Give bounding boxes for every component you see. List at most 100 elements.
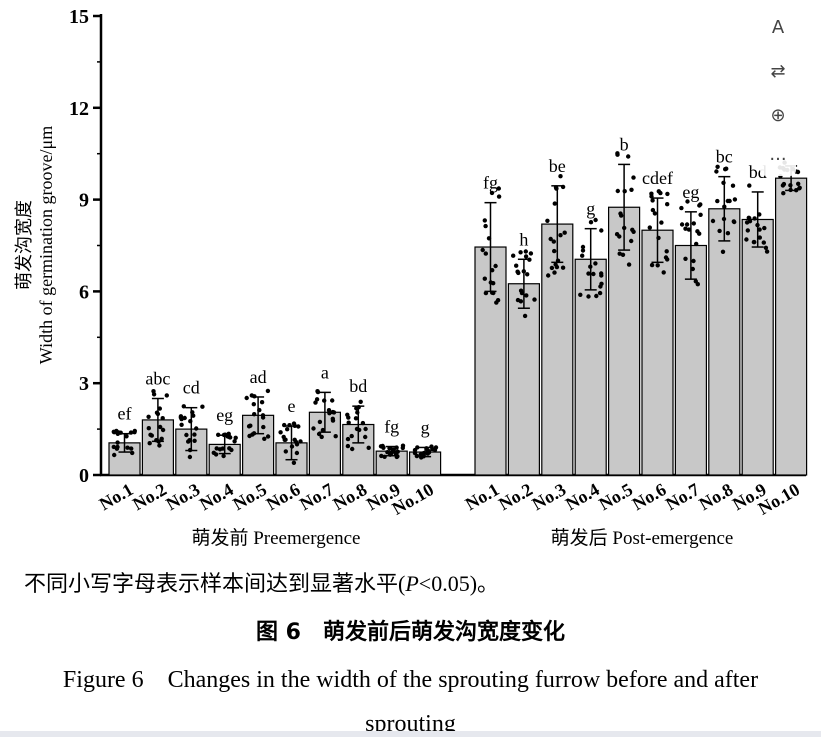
text-style-icon[interactable]: A [760,10,796,44]
data-point [690,266,695,272]
data-point [483,251,488,256]
data-point [320,427,326,433]
data-point [125,445,130,450]
data-point [697,203,702,208]
data-point [695,282,700,287]
significance-label: fg [384,417,399,437]
data-point [291,421,297,426]
data-point [496,186,501,191]
zoom-in-icon[interactable]: ⊕ [760,98,796,132]
data-point [665,191,670,197]
data-point [259,400,265,405]
data-point [360,420,366,426]
data-point [683,256,688,261]
data-point [518,250,523,255]
data-point [649,191,654,196]
data-point [752,216,757,221]
data-point [659,220,664,225]
data-point [227,446,232,451]
data-point [649,262,655,268]
data-point [664,249,669,254]
data-point [151,392,157,397]
y-axis-label: 萌发沟宽度 Width of germination groove/μm [14,126,56,364]
data-point [511,253,516,258]
data-point [160,416,165,421]
data-point [524,293,529,298]
data-point [629,187,634,192]
data-point [482,276,487,281]
data-point [761,240,766,245]
data-point [366,445,371,450]
group-label: 萌发前 Preemergence [191,527,360,549]
bar [708,208,741,476]
data-point [591,271,596,277]
figure-title-cn: 图 6 萌发前后萌发沟宽度变化 [256,620,565,645]
data-point [333,434,338,439]
data-point [380,443,385,449]
data-point [650,198,655,203]
data-point [314,397,320,402]
significance-label: bc [716,147,733,167]
data-point [745,228,750,233]
data-point [684,222,690,227]
data-point [179,422,184,427]
translate-icon[interactable]: ⇄ [760,54,796,88]
data-point [695,229,700,234]
data-point [679,205,684,211]
data-point [146,414,151,419]
note-before: 不同小写字母表示样本间达到显著水平( [24,571,406,596]
data-point [129,446,134,451]
data-point [631,229,636,234]
significance-label: ad [250,367,267,387]
y-axis-label-line: 萌发沟宽度 [14,200,34,290]
data-point [655,263,660,268]
data-point [317,419,323,425]
data-point [265,434,271,439]
data-point [164,393,169,398]
data-point [265,388,271,394]
data-point [580,248,586,253]
y-tick-label: 0 [79,465,89,487]
data-point [514,263,519,268]
data-point [425,451,430,456]
data-point [715,164,720,169]
data-point [491,281,496,286]
bar [641,229,674,476]
data-point [112,452,117,458]
data-point [764,249,770,254]
y-tick-label: 15 [69,6,89,28]
data-point [551,239,556,244]
data-point [282,422,287,428]
significance-note: 不同小写字母表示样本间达到显著水平(P<0.05)。 [24,566,499,598]
data-point [391,447,396,452]
data-point [278,430,283,435]
data-point [549,265,555,271]
data-point [679,222,685,227]
data-point [552,270,557,275]
significance-label: a [321,362,329,382]
data-point [191,413,196,418]
data-point [132,428,137,434]
data-point [558,174,563,179]
data-point [363,434,368,440]
data-point [291,460,297,465]
group-label: 萌发后 Post-emergence [551,527,734,549]
significance-label: eg [216,405,233,425]
data-point [412,450,418,456]
data-point [282,437,287,442]
y-tick-label: 9 [79,190,89,212]
more-options-icon[interactable]: ··· [760,142,796,176]
data-point [757,227,762,232]
bar [741,218,774,476]
y-tick-label: 6 [79,281,89,303]
data-point [114,446,120,451]
data-point [159,436,164,441]
data-point [496,194,502,199]
significance-label: g [421,417,430,437]
data-point [593,261,598,266]
data-point [349,433,354,439]
data-point [691,258,696,264]
data-point [715,198,720,204]
significance-label: b [620,134,629,154]
significance-label: e [288,396,296,416]
